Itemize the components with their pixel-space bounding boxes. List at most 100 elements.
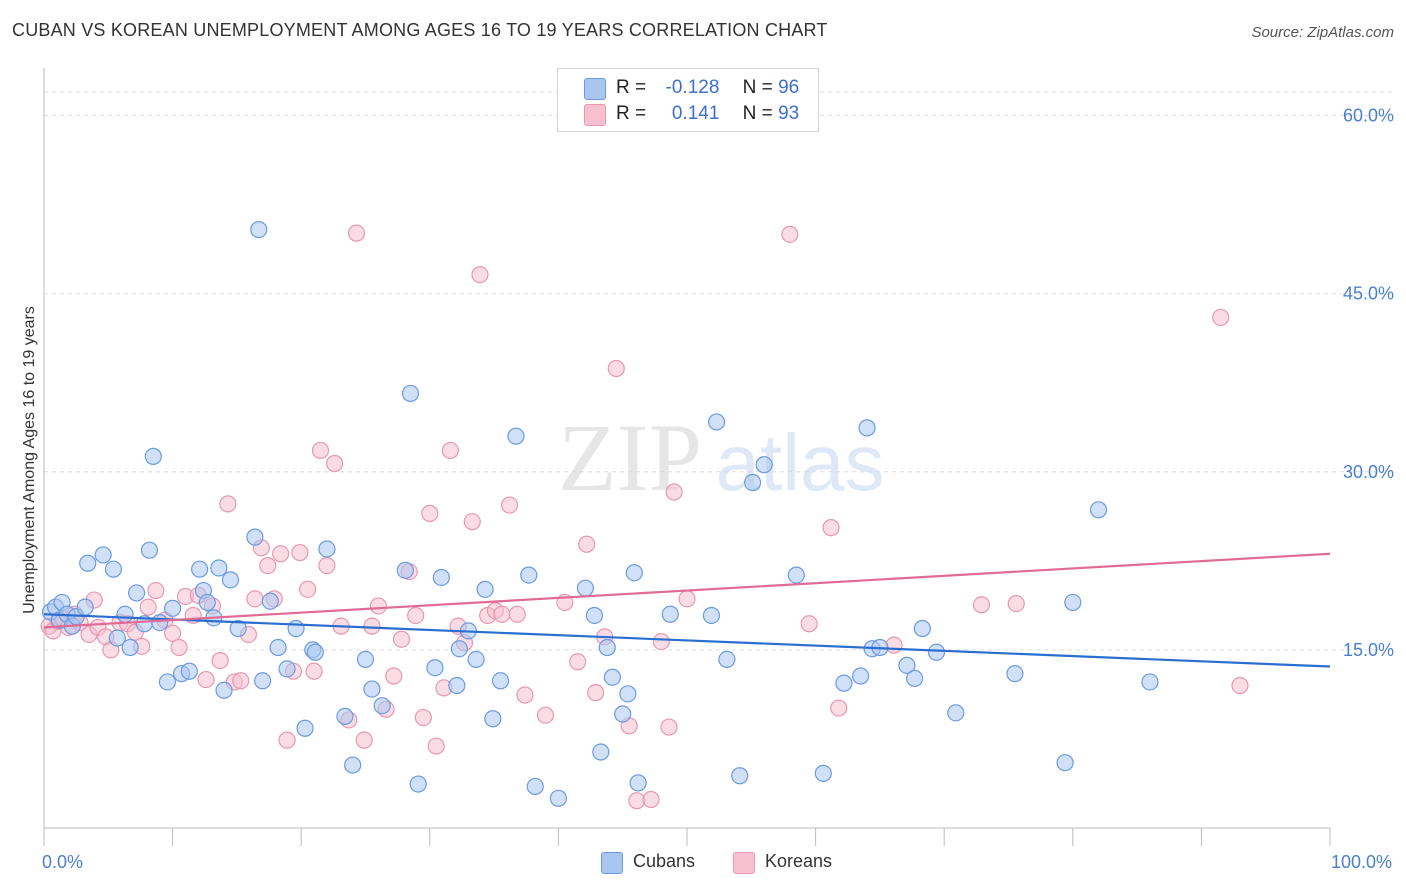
- stats-legend: R = -0.128 N = 96 R = 0.141 N = 93: [557, 68, 819, 132]
- korean-point: [427, 737, 445, 755]
- y-axis-label: Unemployment Among Ages 16 to 19 years: [21, 306, 38, 614]
- korean-point: [219, 495, 237, 513]
- watermark: ZIP atlas: [558, 404, 884, 511]
- cuban-point: [180, 662, 198, 680]
- cuban-point: [614, 705, 632, 723]
- cuban-point: [356, 650, 375, 669]
- korean-point: [385, 667, 403, 685]
- cuban-point: [947, 704, 965, 722]
- korean-point: [414, 708, 432, 727]
- korean-point: [170, 638, 188, 657]
- cuban-point: [592, 743, 610, 761]
- korean-point: [516, 686, 534, 704]
- cuban-point: [221, 571, 240, 589]
- cuban-point: [1141, 673, 1159, 691]
- y-tick-label: 30.0%: [1343, 462, 1394, 482]
- cuban-point: [215, 681, 233, 699]
- korean-point: [197, 670, 215, 689]
- cuban-point: [598, 638, 616, 657]
- cuban-point: [718, 650, 736, 669]
- korean-point: [569, 653, 587, 671]
- cuban-point: [76, 598, 94, 616]
- cuban-point: [426, 659, 444, 677]
- cuban-point: [158, 673, 177, 691]
- korean-point: [347, 224, 366, 242]
- cubans-r-value: -0.128: [665, 77, 720, 98]
- korean-point: [326, 454, 344, 473]
- cuban-point: [79, 554, 97, 572]
- cuban-point: [707, 413, 726, 431]
- korean-point: [463, 513, 481, 531]
- cubans-points: [41, 221, 1159, 807]
- cuban-point: [246, 528, 264, 546]
- trend-lines: [43, 552, 1331, 668]
- korean-point: [500, 496, 519, 514]
- cuban-point: [261, 592, 279, 610]
- korean-point: [493, 605, 511, 623]
- korean-point: [471, 266, 489, 284]
- korean-point: [246, 590, 264, 608]
- korean-point: [211, 651, 229, 670]
- korean-point: [278, 731, 296, 749]
- korean-point: [830, 699, 848, 717]
- cuban-point: [164, 599, 182, 617]
- cuban-point: [94, 546, 112, 564]
- korean-point: [164, 624, 182, 642]
- cuban-point: [210, 559, 228, 577]
- cuban-point: [401, 384, 420, 403]
- korean-point: [678, 590, 696, 608]
- cuban-point: [585, 606, 604, 625]
- koreans-n-label: N =: [742, 103, 773, 124]
- cuban-point: [858, 419, 876, 437]
- cuban-point: [127, 584, 146, 602]
- cuban-point: [906, 669, 924, 688]
- x-axis-min-label: 0.0%: [42, 852, 84, 872]
- bottom-cubans-swatch: [601, 852, 623, 874]
- cuban-point: [229, 619, 247, 638]
- cuban-point: [1056, 754, 1074, 772]
- cuban-point: [344, 756, 362, 774]
- cuban-point: [491, 672, 510, 690]
- cuban-point: [278, 660, 296, 678]
- cuban-point: [507, 427, 525, 445]
- koreans-r-label: R =: [616, 103, 647, 124]
- y-axis-tick-labels: 15.0% 30.0% 45.0% 60.0%: [1343, 106, 1394, 660]
- korean-point: [536, 706, 555, 724]
- koreans-n-value: 93: [778, 103, 800, 124]
- cuban-point: [787, 566, 805, 584]
- source-label: Source: ZipAtlas.com: [1251, 24, 1394, 41]
- gridlines: [44, 91, 1394, 651]
- cuban-point: [852, 667, 870, 685]
- cuban-point: [116, 605, 134, 623]
- cuban-point: [898, 656, 916, 674]
- cuban-point: [526, 777, 544, 796]
- cuban-point: [250, 221, 268, 239]
- cuban-point: [191, 560, 209, 578]
- koreans-r-value: 0.141: [671, 103, 720, 124]
- cuban-point: [1089, 501, 1108, 519]
- korean-point: [1231, 676, 1249, 695]
- korean-point: [305, 662, 323, 680]
- cuban-point: [121, 638, 139, 657]
- cuban-point: [336, 707, 354, 725]
- cuban-point: [476, 580, 494, 598]
- cuban-point: [702, 606, 721, 625]
- korean-point: [139, 598, 157, 616]
- y-tick-label: 45.0%: [1343, 284, 1394, 304]
- cuban-point: [1006, 665, 1024, 683]
- cuban-point: [619, 685, 637, 703]
- cuban-point: [448, 676, 466, 695]
- cuban-point: [269, 638, 287, 657]
- cuban-point: [743, 473, 762, 492]
- cuban-point: [373, 697, 391, 715]
- cuban-point: [661, 605, 679, 623]
- cuban-point: [287, 619, 305, 638]
- korean-point: [660, 718, 678, 736]
- cubans-r-label: R =: [616, 77, 647, 98]
- koreans-swatch: [584, 104, 606, 126]
- watermark-atlas: atlas: [716, 418, 885, 507]
- korean-point: [299, 580, 317, 598]
- cuban-point: [755, 456, 773, 474]
- cuban-point: [467, 650, 485, 669]
